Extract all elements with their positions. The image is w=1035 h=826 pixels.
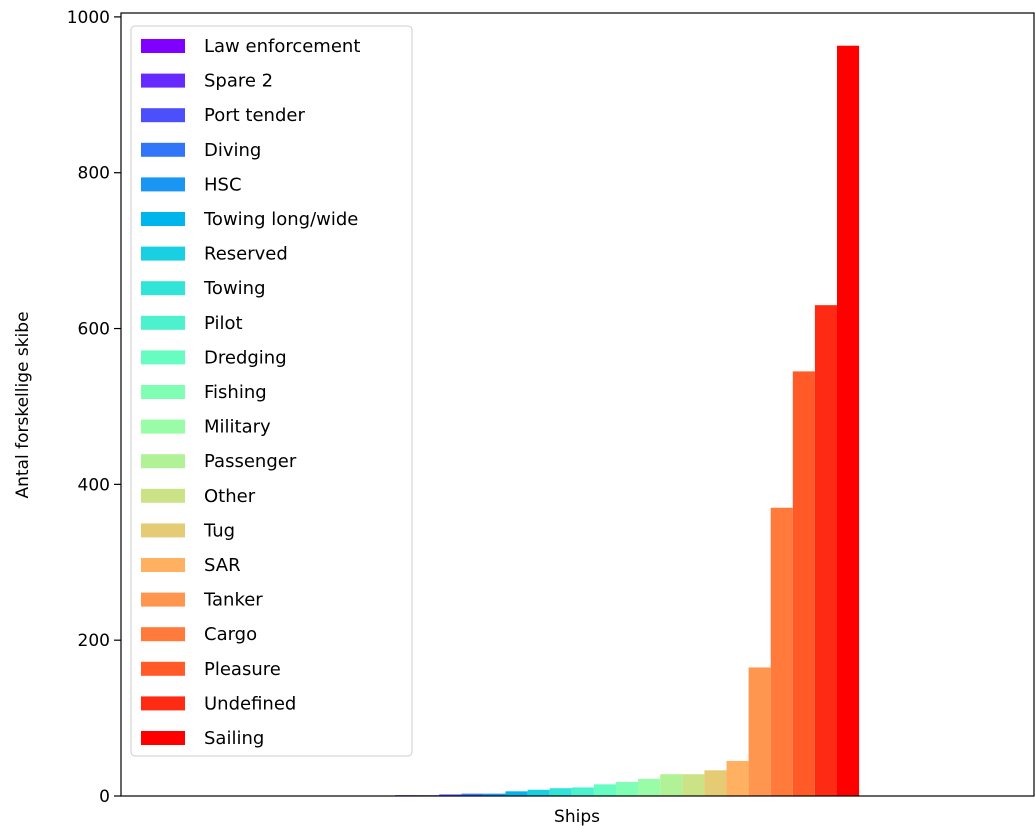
- legend-label: Military: [204, 417, 271, 438]
- legend-swatch: [141, 558, 185, 572]
- bar-sailing: [837, 45, 860, 796]
- legend-frame: [130, 25, 413, 757]
- bar-sar: [726, 760, 749, 796]
- legend-swatch: [141, 385, 185, 399]
- legend-swatch: [141, 661, 185, 676]
- bar-hsc: [483, 793, 506, 796]
- legend-label: Tanker: [203, 590, 263, 611]
- legend-label: Fishing: [204, 382, 267, 403]
- bar-diving: [461, 793, 484, 796]
- legend-label: Other: [204, 486, 256, 507]
- legend-label: Sailing: [204, 728, 264, 749]
- legend-label: Undefined: [204, 693, 296, 714]
- x-axis-label: Ships: [554, 807, 600, 826]
- plot-frame: [120, 12, 1035, 797]
- legend-swatch: [141, 696, 185, 711]
- bar-towing-long-wide: [505, 791, 528, 796]
- legend-label: Towing long/wide: [203, 209, 358, 230]
- bar-port-tender: [439, 794, 462, 796]
- y-tick-label: 0: [99, 787, 110, 807]
- y-axis-ticks: 0 200 400 600 800 1000: [67, 8, 121, 807]
- y-tick-label: 800: [78, 164, 110, 184]
- bar-tanker: [748, 667, 771, 796]
- bar-undefined: [814, 305, 837, 796]
- legend: Law enforcement Spare 2 Port tender Diving H…: [130, 25, 413, 757]
- legend-swatch: [141, 627, 185, 642]
- y-tick-label: 600: [78, 320, 110, 340]
- y-tick-label: 400: [78, 475, 110, 495]
- legend-label: Towing: [203, 278, 266, 299]
- legend-swatch: [141, 350, 185, 365]
- legend-swatch: [141, 731, 185, 745]
- legend-label: Cargo: [204, 624, 257, 645]
- legend-label: Pleasure: [204, 659, 281, 680]
- legend-label: Tug: [203, 520, 235, 541]
- legend-swatch: [141, 212, 185, 226]
- legend-swatch: [141, 108, 185, 123]
- legend-label: Law enforcement: [204, 36, 360, 57]
- bar-military: [638, 778, 661, 796]
- bar-dredging: [593, 784, 616, 796]
- legend-swatch: [141, 488, 185, 503]
- legend-swatch: [141, 523, 185, 538]
- legend-label: SAR: [204, 555, 241, 576]
- legend-swatch: [141, 142, 185, 157]
- legend-label: Spare 2: [204, 71, 273, 92]
- bar-tug: [704, 770, 727, 796]
- bar-pleasure: [792, 371, 815, 796]
- legend-swatch: [141, 454, 185, 469]
- legend-label: Passenger: [204, 451, 297, 472]
- bar-reserved: [527, 789, 550, 796]
- bar-other: [682, 774, 705, 796]
- legend-label: HSC: [204, 174, 242, 195]
- legend-label: Dredging: [204, 347, 287, 368]
- legend-swatch: [141, 592, 185, 607]
- bars-group: [395, 45, 860, 796]
- y-tick-label: 1000: [67, 8, 110, 28]
- bar-fishing: [616, 781, 639, 796]
- legend-swatch: [141, 281, 185, 296]
- legend-label: Pilot: [204, 313, 243, 334]
- legend-swatch: [141, 419, 185, 434]
- y-axis-label: Antal forskellige skibe: [13, 311, 33, 498]
- legend-label: Diving: [204, 140, 261, 161]
- legend-swatch: [141, 73, 185, 88]
- bar-passenger: [660, 774, 683, 796]
- legend-label: Port tender: [204, 105, 305, 126]
- legend-swatch: [141, 315, 185, 330]
- bar-pilot: [571, 787, 594, 796]
- bar-towing: [549, 788, 572, 796]
- legend-swatch: [141, 246, 185, 261]
- legend-swatch: [141, 39, 185, 53]
- y-tick-label: 200: [78, 631, 110, 651]
- legend-label: Reserved: [204, 244, 288, 265]
- bar-cargo: [770, 507, 793, 796]
- legend-swatch: [141, 177, 185, 192]
